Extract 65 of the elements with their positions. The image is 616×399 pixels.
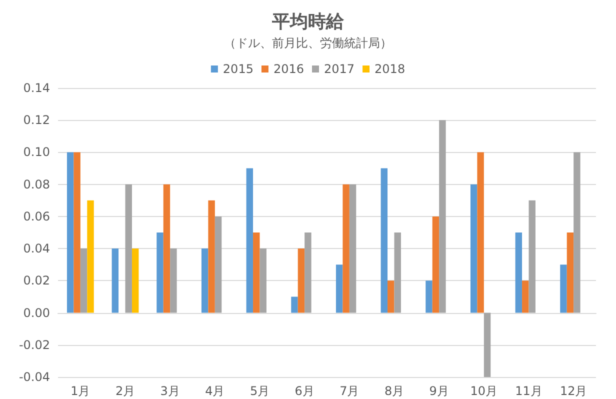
bar bbox=[388, 280, 394, 313]
bar bbox=[574, 152, 580, 313]
bar bbox=[566, 232, 574, 313]
bar bbox=[87, 200, 94, 313]
x-tick-label: 12月 bbox=[560, 384, 588, 398]
bar bbox=[336, 264, 343, 313]
bar bbox=[291, 296, 298, 313]
bar bbox=[426, 280, 432, 313]
y-tick-label: 0.10 bbox=[23, 145, 50, 160]
bar bbox=[163, 184, 170, 313]
bar bbox=[253, 232, 260, 313]
bar bbox=[260, 248, 266, 313]
bar bbox=[515, 232, 522, 313]
bar bbox=[170, 248, 177, 313]
y-tick-label: -0.02 bbox=[18, 338, 50, 352]
bar bbox=[484, 312, 491, 377]
bar bbox=[125, 184, 132, 313]
legend-label: 2018 bbox=[374, 62, 406, 76]
chart-subtitle: （ドル、前月比、労働統計局） bbox=[224, 36, 392, 50]
x-tick-label: 7月 bbox=[340, 384, 360, 398]
x-tick-label: 8月 bbox=[384, 384, 404, 398]
bar bbox=[439, 120, 446, 313]
bar bbox=[349, 184, 356, 313]
x-tick-label: 5月 bbox=[250, 384, 270, 398]
bar bbox=[477, 152, 484, 313]
bar bbox=[560, 264, 567, 313]
bar bbox=[208, 200, 215, 313]
bar bbox=[201, 248, 208, 313]
bar bbox=[342, 184, 350, 313]
bar bbox=[432, 216, 440, 313]
bar bbox=[214, 216, 222, 313]
bar bbox=[132, 248, 139, 313]
y-tick-label: 0.02 bbox=[23, 274, 50, 288]
x-tick-label: 6月 bbox=[294, 384, 314, 398]
legend-label: 2016 bbox=[273, 62, 304, 76]
bar bbox=[246, 168, 254, 313]
y-tick-label: 0.08 bbox=[23, 177, 50, 192]
legend-label: 2017 bbox=[324, 62, 355, 76]
chart-title: 平均時給 bbox=[271, 12, 345, 32]
bar bbox=[470, 184, 478, 313]
bar bbox=[66, 152, 74, 313]
x-tick-label: 9月 bbox=[429, 384, 449, 398]
legend-label: 2015 bbox=[222, 62, 254, 76]
y-tick-label: 0.00 bbox=[23, 306, 50, 320]
x-tick-label: 4月 bbox=[205, 384, 225, 398]
bar bbox=[112, 248, 119, 313]
x-tick-label: 2月 bbox=[115, 384, 136, 398]
y-tick-label: 0.04 bbox=[23, 242, 50, 256]
bar bbox=[80, 248, 88, 313]
y-tick-label: 0.12 bbox=[23, 113, 50, 128]
x-tick-label: 1月 bbox=[70, 384, 90, 398]
x-tick-label: 11月 bbox=[515, 384, 542, 398]
bar bbox=[298, 248, 305, 313]
bar bbox=[74, 152, 80, 313]
bar bbox=[380, 168, 388, 313]
bar bbox=[528, 200, 536, 313]
bar bbox=[394, 232, 401, 313]
y-tick-label: 0.06 bbox=[23, 209, 50, 224]
bar bbox=[304, 232, 312, 313]
bar bbox=[522, 280, 529, 313]
y-tick-label: 0.14 bbox=[23, 81, 50, 95]
bar bbox=[156, 232, 164, 313]
x-tick-label: 3月 bbox=[160, 384, 180, 398]
y-tick-label: -0.04 bbox=[18, 370, 50, 384]
x-tick-label: 10月 bbox=[470, 384, 498, 398]
